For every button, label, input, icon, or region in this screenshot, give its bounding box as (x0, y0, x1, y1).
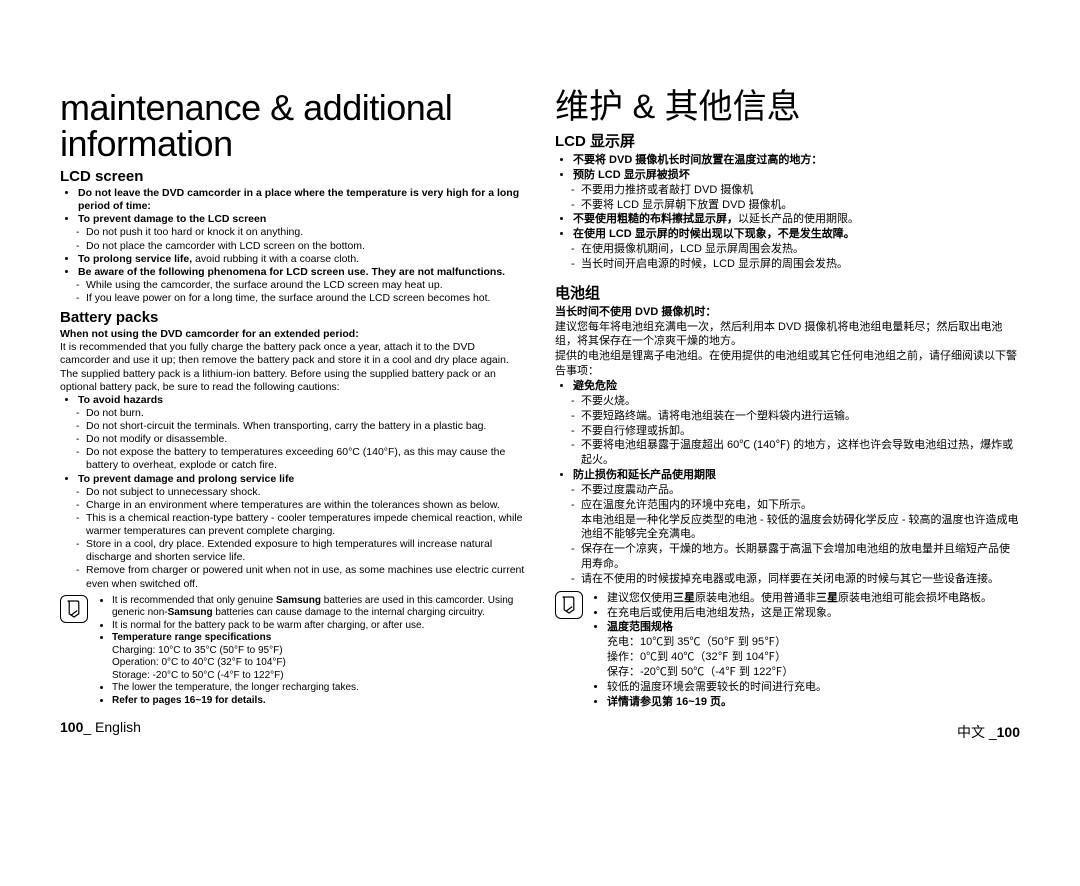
bat-cn-b2-s3: 请在不使用的时候拔掉充电器或电源，同样要在关闭电源的时候与其它一些设备连接。 (581, 572, 1020, 587)
bat-cn-b2-s1: 应在温度允许范围内的环境中充电，如下所示。 本电池组是一种化学反应类型的电池 -… (581, 498, 1020, 543)
bat-b1-s3: Do not expose the battery to temperature… (86, 446, 525, 472)
bat-b2-s3: Store in a cool, dry place. Extended exp… (86, 538, 525, 564)
note-content-cn: 建议您仅使用三星原装电池组。使用普通非三星原装电池组可能会损坏电路板。 在充电后… (593, 591, 992, 710)
note-cn-2-l1: 操作：0℃到 40℃（32℉ 到 104℉） (607, 651, 786, 663)
lcd-b4: Be aware of the following phenomena for … (78, 266, 505, 278)
battery-para2: The supplied battery pack is a lithium-i… (60, 368, 525, 394)
note-cn-4: 详情请参见第 16~19 页。 (607, 696, 732, 708)
bat-cn-b1-s1: 不要短路终端。请将电池组装在一个塑料袋内进行运输。 (581, 409, 1020, 424)
note-content-en: It is recommended that only genuine Sams… (98, 595, 525, 708)
lcd-b1: Do not leave the DVD camcorder in a plac… (78, 187, 519, 212)
battery-lead: When not using the DVD camcorder for an … (60, 328, 525, 367)
footer-lang-right: 中文 (957, 724, 985, 740)
note-en-2-l2: Storage: -20°C to 50°C (-4°F to 122°F) (112, 670, 284, 681)
bat-cn-b2-s0: 不要过度震动产品。 (581, 483, 1020, 498)
left-column: maintenance & additional information LCD… (60, 90, 525, 856)
note-en-2-l1: Operation: 0°C to 40°C (32°F to 104°F) (112, 657, 286, 668)
battery-bullets-cn: 避免危险 不要火烧。 不要短路终端。请将电池组装在一个塑料袋内进行运输。 不要自… (555, 379, 1020, 587)
lcd-cn-b4: 在使用 LCD 显示屏的时候出现以下现象，不是发生故障。 (573, 228, 855, 240)
bat-cn-b1-s3: 不要将电池组暴露于温度超出 60℃ (140℉) 的地方，这样也许会导致电池组过… (581, 438, 1020, 468)
lcd-bullets-cn: 不要将 DVD 摄像机长时间放置在温度过高的地方： 预防 LCD 显示屏被损坏 … (555, 153, 1020, 272)
lcd-cn-b3-rest: 以延长产品的使用期限。 (738, 213, 859, 225)
section-lcd-heading-cn: LCD 显示屏 (555, 130, 1020, 151)
bat-b2-s1: Charge in an environment where temperatu… (86, 499, 525, 512)
bat-cn-b1-s2: 不要自行修理或拆卸。 (581, 424, 1020, 439)
bat-cn-b1: 避免危险 (573, 380, 617, 392)
bat-b2-s0: Do not subject to unnecessary shock. (86, 486, 525, 499)
battery-lead-bold: When not using the DVD camcorder for an … (60, 328, 359, 340)
right-column: 维护 & 其他信息 LCD 显示屏 不要将 DVD 摄像机长时间放置在温度过高的… (555, 90, 1020, 856)
note-cn-3: 较低的温度环境会需要较长的时间进行充电。 (607, 680, 992, 695)
bat-b1-s2: Do not modify or disassemble. (86, 433, 525, 446)
note-en-1: It is normal for the battery pack to be … (112, 620, 525, 633)
section-battery-heading: Battery packs (60, 309, 525, 326)
footer-left: 100_ English (60, 719, 525, 735)
lcd-b3-pre: To prolong service life, (78, 253, 192, 265)
footer-right: 中文 _100 (555, 722, 1020, 742)
lcd-cn-b4-s1: 当长时间开启电源的时候，LCD 显示屏的周围会发热。 (581, 257, 1020, 272)
note-en-3: The lower the temperature, the longer re… (112, 682, 525, 695)
bat-b1-s0: Do not burn. (86, 407, 525, 420)
bat-cn-b1-s0: 不要火烧。 (581, 394, 1020, 409)
note-en-2b: Temperature range specifications (112, 632, 271, 643)
lcd-cn-b2: 预防 LCD 显示屏被损坏 (573, 169, 690, 181)
bat-b1: To avoid hazards (78, 394, 163, 406)
main-title-en: maintenance & additional information (60, 90, 525, 162)
lcd-cn-b4-s0: 在使用摄像机期间，LCD 显示屏周围会发热。 (581, 242, 1020, 257)
footer-page-left: 100 (60, 719, 83, 735)
bat-cn-b2-s2: 保存在一个凉爽，干燥的地方。长期暴露于高温下会增加电池组的放电量并且缩短产品使用… (581, 542, 1020, 572)
main-title-cn: 维护 & 其他信息 (555, 90, 1020, 124)
lcd-cn-b2-s1: 不要将 LCD 显示屏朝下放置 DVD 摄像机。 (581, 198, 1020, 213)
lcd-bullets: Do not leave the DVD camcorder in a plac… (60, 187, 525, 305)
footer-page-right: 100 (997, 724, 1020, 740)
note-icon-cn (555, 591, 583, 619)
battery-lead-body-cn: 建议您每年将电池组充满电一次，然后利用本 DVD 摄像机将电池组电量耗尽；然后取… (555, 321, 1002, 348)
lcd-cn-b1: 不要将 DVD 摄像机长时间放置在温度过高的地方： (573, 154, 822, 166)
lcd-b2-s0: Do not push it too hard or knock it on a… (86, 226, 525, 239)
section-battery-heading-cn: 电池组 (555, 282, 1020, 303)
note-cn-0: 建议您仅使用三星原装电池组。使用普通非三星原装电池组可能会损坏电路板。 (607, 591, 992, 606)
section-lcd-heading: LCD screen (60, 168, 525, 185)
note-icon (60, 595, 88, 623)
bat-b2-s2: This is a chemical reaction-type battery… (86, 512, 525, 538)
battery-lead-bold-cn: 当长时间不使用 DVD 摄像机时： (555, 306, 716, 318)
note-cn-2-l0: 充电：10℃到 35℃（50℉ 到 95℉） (607, 636, 786, 648)
lcd-b4-s0: While using the camcorder, the surface a… (86, 279, 525, 292)
note-cn-2-l2: 保存：-20℃到 50℃（-4℉ 到 122℉） (607, 666, 793, 678)
lcd-b2: To prevent damage to the LCD screen (78, 213, 266, 225)
battery-lead-cn: 当长时间不使用 DVD 摄像机时： 建议您每年将电池组充满电一次，然后利用本 D… (555, 305, 1020, 350)
lcd-b2-s1: Do not place the camcorder with LCD scre… (86, 240, 525, 253)
note-block-en: It is recommended that only genuine Sams… (60, 595, 525, 708)
note-en-4: Refer to pages 16~19 for details. (112, 695, 266, 706)
battery-lead-body: It is recommended that you fully charge … (60, 341, 509, 366)
bat-cn-b2: 防止损伤和延长产品使用期限 (573, 469, 716, 481)
bat-b2: To prevent damage and prolong service li… (78, 473, 294, 485)
lcd-cn-b2-s0: 不要用力推挤或者敲打 DVD 摄像机 (581, 183, 1020, 198)
lcd-b4-s1: If you leave power on for a long time, t… (86, 292, 525, 305)
note-cn-2b: 温度范围规格 (607, 621, 673, 633)
battery-bullets: To avoid hazards Do not burn. Do not sho… (60, 394, 525, 591)
note-en-2-l0: Charging: 10°C to 35°C (50°F to 95°F) (112, 645, 283, 656)
page-container: maintenance & additional information LCD… (60, 90, 1020, 856)
lcd-b3-rest: avoid rubbing it with a coarse cloth. (192, 253, 359, 265)
note-en-0: It is recommended that only genuine Sams… (112, 595, 525, 620)
lcd-cn-b3-pre: 不要使用粗糙的布料擦拭显示屏， (573, 213, 738, 225)
note-block-cn: 建议您仅使用三星原装电池组。使用普通非三星原装电池组可能会损坏电路板。 在充电后… (555, 591, 1020, 710)
footer-lang-left: English (95, 719, 141, 735)
bat-b1-s1: Do not short-circuit the terminals. When… (86, 420, 525, 433)
bat-b2-s4: Remove from charger or powered unit when… (86, 564, 525, 590)
battery-para2-cn: 提供的电池组是锂离子电池组。在使用提供的电池组或其它任何电池组之前，请仔细阅读以… (555, 349, 1020, 379)
note-cn-1: 在充电后或使用后电池组发热，这是正常现象。 (607, 606, 992, 621)
